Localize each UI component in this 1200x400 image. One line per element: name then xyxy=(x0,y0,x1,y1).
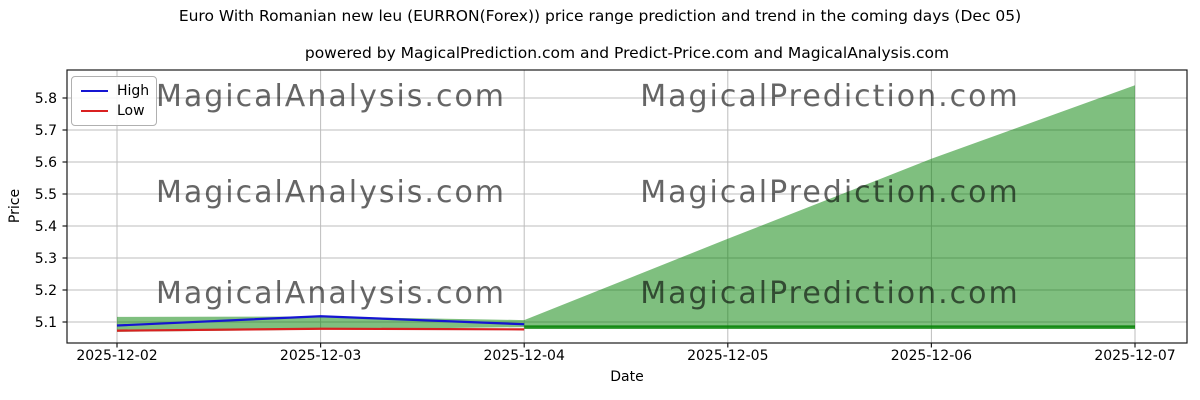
low-line-swatch-icon xyxy=(81,110,108,112)
x-axis-label: Date xyxy=(610,369,643,385)
legend-label-low: Low xyxy=(117,103,145,119)
plot-border xyxy=(66,69,1188,344)
y-tick-label: 5.4 xyxy=(35,219,57,235)
x-tick-label: 2025-12-04 xyxy=(484,348,565,364)
high-line xyxy=(116,315,525,327)
legend-entry-high: High xyxy=(81,83,150,99)
watermark-text: MagicalAnalysis.com xyxy=(156,175,506,210)
chart-title: Euro With Romanian new leu (EURRON(Forex… xyxy=(178,7,1022,25)
chart-subtitle: powered by MagicalPrediction.com and Pre… xyxy=(304,44,950,62)
watermark-text: MagicalPrediction.com xyxy=(640,79,1020,114)
y-tick-label: 5.2 xyxy=(35,283,57,299)
watermark-text: MagicalPrediction.com xyxy=(640,276,1020,311)
x-tick-label: 2025-12-03 xyxy=(280,348,361,364)
watermark-text: MagicalAnalysis.com xyxy=(156,79,506,114)
watermark-text: MagicalPrediction.com xyxy=(640,175,1020,210)
y-axis-label: Price xyxy=(7,189,23,223)
x-tick-label: 2025-12-07 xyxy=(1094,348,1175,364)
x-tick-label: 2025-12-02 xyxy=(76,348,157,364)
y-tick-label: 5.6 xyxy=(35,155,57,171)
high-line-swatch-icon xyxy=(81,90,108,92)
x-tick-label: 2025-12-06 xyxy=(891,348,972,364)
y-tick-label: 5.7 xyxy=(35,123,57,139)
legend-label-high: High xyxy=(117,83,150,99)
chart-legend: High Low xyxy=(71,76,157,126)
watermark-text: MagicalAnalysis.com xyxy=(156,276,506,311)
legend-entry-low: Low xyxy=(81,103,147,119)
low-line xyxy=(116,327,525,332)
y-tick-label: 5.5 xyxy=(35,187,57,203)
y-tick-label: 5.1 xyxy=(35,315,57,331)
y-tick-label: 5.3 xyxy=(35,251,57,267)
y-tick-label: 5.8 xyxy=(35,91,57,107)
prediction-band xyxy=(117,85,1135,332)
x-tick-label: 2025-12-05 xyxy=(687,348,768,364)
